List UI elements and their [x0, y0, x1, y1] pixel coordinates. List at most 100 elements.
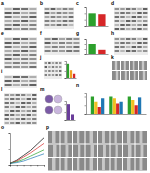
blot-band [13, 66, 20, 68]
blot-band [132, 12, 136, 14]
blot-band [66, 42, 72, 44]
blot-band [21, 8, 28, 10]
blot-band [5, 16, 12, 18]
axis-line [87, 114, 147, 115]
blot-band [132, 38, 136, 40]
blot-band [57, 8, 62, 10]
blot-band [5, 114, 9, 116]
wound-image [136, 145, 148, 158]
blot-band [143, 42, 147, 44]
wound-image [123, 131, 135, 144]
blot-band [16, 106, 20, 108]
y-axis [85, 8, 87, 27]
blot-band [21, 58, 28, 60]
blot-band [115, 12, 119, 14]
tick-mark [85, 54, 87, 55]
wound-image [73, 145, 85, 158]
y-tick [9, 165, 11, 166]
axis-line [9, 134, 11, 166]
blot-band [29, 54, 36, 56]
blot-band [45, 24, 50, 26]
wound-image [112, 61, 120, 70]
blot-band [16, 98, 20, 100]
blot-band [55, 74, 57, 76]
tick-mark [85, 39, 87, 40]
blot-band [132, 46, 136, 48]
y-tick [85, 7, 87, 8]
blot-band [29, 38, 36, 40]
blot-band [52, 74, 54, 76]
y-tick [85, 39, 87, 40]
wound-image [123, 145, 135, 158]
axis-line [85, 8, 87, 27]
blot-band [5, 50, 12, 52]
wound-image [121, 71, 129, 80]
blot-band [132, 50, 136, 52]
blot-band [115, 50, 119, 52]
blot-bg [4, 75, 37, 88]
blot-band [21, 50, 28, 52]
y-tick [65, 78, 67, 79]
bar [67, 104, 70, 120]
bar [91, 97, 94, 115]
blot-band [57, 20, 62, 22]
x-tick [37, 165, 38, 167]
y-tick [85, 13, 87, 14]
blot-bg [4, 93, 37, 125]
blot-band [69, 24, 74, 26]
blot-band [32, 110, 36, 112]
bar [88, 44, 95, 54]
y-axis [9, 134, 11, 166]
blot-band [59, 62, 61, 64]
tick-mark [85, 13, 87, 14]
blot-band [51, 8, 56, 10]
y-tick [85, 26, 87, 27]
panel-label: b [40, 0, 43, 6]
blot-band [5, 118, 9, 120]
blot-band [21, 110, 25, 112]
colony-plate [54, 106, 62, 114]
blot-band [27, 94, 31, 96]
blot-band [5, 20, 12, 22]
blot-band [21, 102, 25, 104]
blot-band [21, 38, 28, 40]
x-axis [67, 120, 76, 122]
blot-band [10, 98, 14, 100]
blot-band [5, 106, 9, 108]
x-tick [30, 165, 31, 167]
wound-image [98, 145, 110, 158]
x-axis [11, 165, 45, 167]
tick-mark [65, 78, 67, 79]
x-tick [17, 165, 18, 167]
blot-band [115, 46, 119, 48]
blot-band [59, 46, 65, 48]
panel-label: h [111, 30, 114, 36]
x-axis [87, 26, 109, 28]
bar [109, 97, 112, 115]
blot-band [132, 8, 136, 10]
y-tick [65, 64, 67, 65]
panel-label: a [1, 0, 4, 6]
blot-band [137, 20, 141, 22]
axis-line [85, 94, 87, 115]
blot-band [48, 70, 50, 72]
panel-label: m [40, 86, 45, 92]
blot-band [120, 24, 124, 26]
tick-mark [65, 71, 67, 72]
blot-bg [44, 61, 62, 79]
blot-band [29, 28, 36, 30]
blot-bg [114, 7, 148, 31]
colony-plates [45, 95, 62, 114]
blot-band [115, 28, 119, 30]
wound-gap [142, 61, 144, 70]
wound-image [139, 61, 147, 70]
blot-bg [4, 37, 37, 69]
wound-image [136, 158, 148, 171]
y-tick [9, 149, 11, 150]
blot-band [29, 42, 36, 44]
blot-band [126, 50, 130, 52]
bar [135, 105, 138, 114]
blot-band [66, 50, 72, 52]
chart [65, 62, 77, 79]
tick-mark [30, 165, 31, 167]
